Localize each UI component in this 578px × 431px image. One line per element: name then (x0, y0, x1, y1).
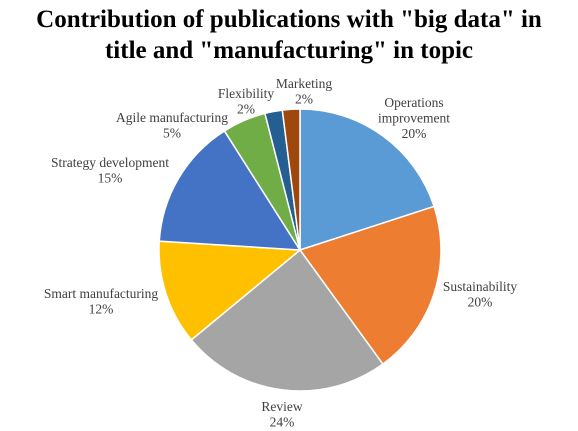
slice-category-label: Sustainability (443, 279, 518, 294)
slice-category-label: Flexibility (218, 86, 275, 101)
slice-value-label: 2% (295, 92, 313, 107)
pie-slice-operations-improvement (299, 108, 436, 252)
pie-slice-sustainability (298, 205, 442, 366)
slice-category-label: Agile manufacturing (116, 110, 228, 125)
pie-slice-strategy-development (158, 129, 302, 251)
slice-category-label: Strategy development (51, 155, 169, 170)
slice-category-label: Smart manufacturing (44, 286, 159, 301)
slice-category-label: improvement (378, 111, 450, 126)
chart-title-line-2: title and "manufacturing" in topic (104, 37, 474, 64)
slice-category-label: Marketing (276, 76, 332, 91)
chart-title-line-1: Contribution of publications with "big d… (36, 6, 542, 33)
slice-value-label: 5% (163, 126, 181, 141)
pie-slice-smart-manufacturing (158, 240, 302, 341)
slice-value-label: 2% (237, 102, 255, 117)
slice-category-label: Review (261, 399, 302, 414)
pie-slice-review (190, 248, 384, 392)
slice-category-label: Operations (384, 95, 443, 110)
slice-value-label: 12% (89, 302, 114, 317)
slice-value-label: 20% (468, 295, 493, 310)
slice-value-label: 20% (402, 126, 427, 141)
slice-value-label: 15% (98, 171, 123, 186)
slice-value-label: 24% (270, 415, 295, 430)
pie-slice-marketing (281, 108, 301, 251)
